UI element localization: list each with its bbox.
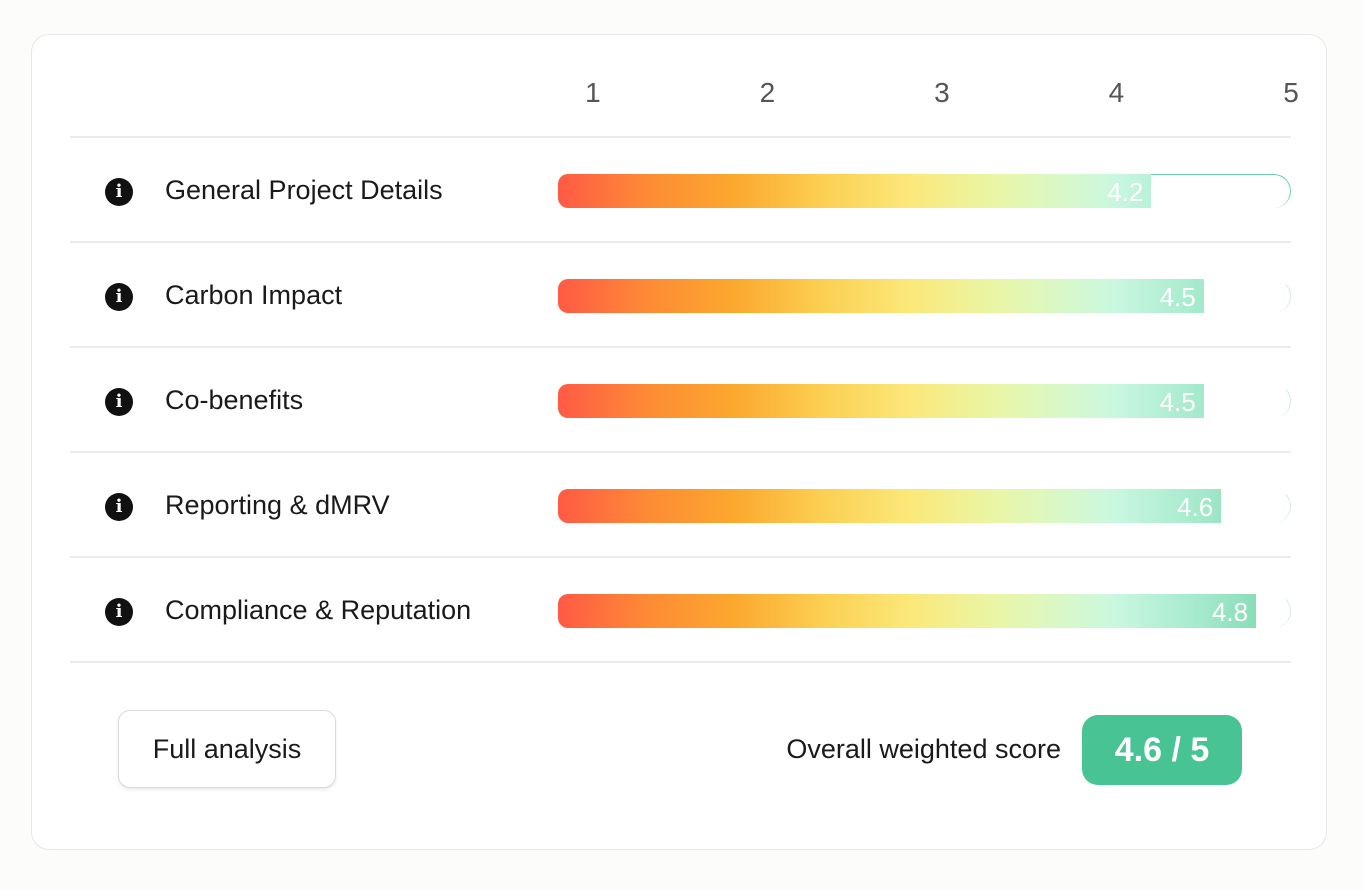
bar-track — [558, 279, 1291, 313]
score-bar: 4.5 — [558, 384, 1204, 418]
row-label: Compliance & Reputation — [165, 595, 472, 625]
score-bar: 4.5 — [558, 279, 1204, 313]
info-icon[interactable]: i — [105, 178, 133, 206]
score-row: i Co-benefits 4.5 — [70, 348, 1291, 453]
bar-value-label: 4.6 — [1177, 492, 1214, 522]
bar-value-label: 4.2 — [1107, 177, 1144, 207]
score-bar: 4.8 — [558, 594, 1257, 628]
score-row: i General Project Details 4.2 — [70, 138, 1291, 243]
score-row: i Reporting & dMRV 4.6 — [70, 453, 1291, 558]
info-icon[interactable]: i — [105, 598, 133, 626]
score-axis: 1 2 3 4 5 — [32, 35, 1326, 136]
overall-score-badge: 4.6 / 5 — [1082, 715, 1242, 785]
axis-tick: 3 — [934, 77, 950, 108]
bar-value-label: 4.8 — [1211, 597, 1249, 627]
score-row: i Compliance & Reputation 4.8 — [70, 558, 1291, 663]
divider — [70, 136, 1291, 138]
score-rows: i General Project Details 4.2 i Carbon I… — [70, 136, 1291, 663]
axis-tick: 1 — [585, 77, 601, 108]
full-analysis-button[interactable]: Full analysis — [118, 710, 336, 788]
row-label: Carbon Impact — [165, 280, 343, 310]
axis-tick: 4 — [1108, 77, 1125, 108]
info-icon[interactable]: i — [105, 283, 133, 311]
score-bar: 4.6 — [558, 489, 1222, 523]
score-bar: 4.2 — [558, 174, 1152, 208]
bar-track — [558, 489, 1291, 523]
row-label: Reporting & dMRV — [165, 490, 390, 520]
bar-value-label: 4.5 — [1159, 387, 1196, 417]
axis-tick: 5 — [1283, 77, 1299, 108]
axis-tick: 2 — [759, 77, 776, 108]
overall-score-label: Overall weighted score — [786, 734, 1061, 764]
row-label: General Project Details — [165, 175, 443, 205]
bar-track — [558, 594, 1291, 628]
bar-track — [558, 384, 1291, 418]
row-label: Co-benefits — [165, 385, 304, 415]
score-row: i Carbon Impact 4.5 — [70, 243, 1291, 348]
info-icon[interactable]: i — [105, 388, 133, 416]
score-card: 1 2 3 4 5 i General Project Details 4.2 … — [31, 34, 1327, 850]
bar-value-label: 4.5 — [1159, 282, 1196, 312]
info-icon[interactable]: i — [105, 493, 133, 521]
